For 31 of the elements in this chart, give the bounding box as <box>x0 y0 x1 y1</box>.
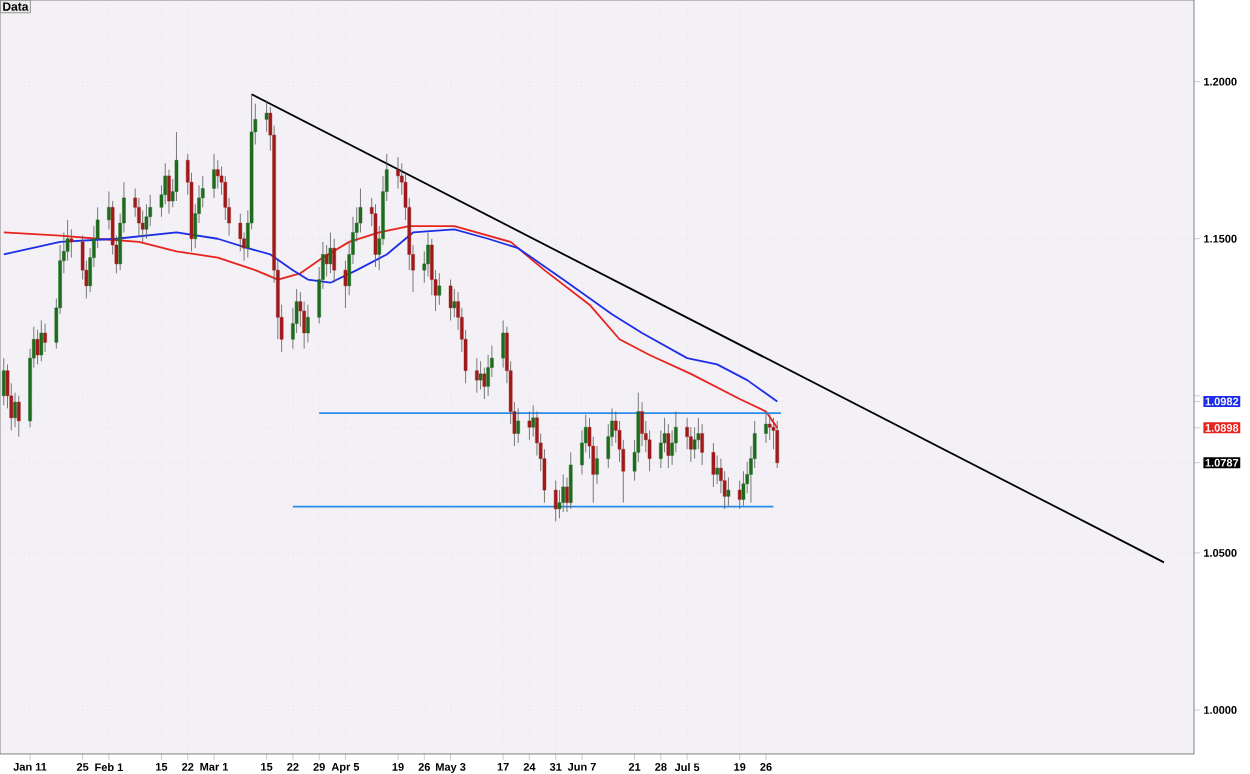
candlestick <box>39 320 44 362</box>
candlestick <box>527 411 532 441</box>
candlestick <box>306 304 310 343</box>
candlestick <box>437 272 442 306</box>
candlestick <box>332 238 336 284</box>
candlestick <box>448 279 453 321</box>
candlestick <box>486 354 490 397</box>
candlestick <box>775 420 780 469</box>
candlestick <box>764 411 768 444</box>
candlestick <box>741 470 746 507</box>
candlestick <box>167 169 171 215</box>
candlestick <box>711 442 716 488</box>
candlestick <box>692 426 697 460</box>
candlestick <box>726 477 731 507</box>
candlestick <box>700 423 704 466</box>
candlestick <box>767 414 772 441</box>
candlestick <box>553 480 558 522</box>
candlestick <box>666 423 671 469</box>
candlestick <box>69 228 74 258</box>
candlestick <box>174 131 179 202</box>
candlestick <box>516 407 520 444</box>
candlestick <box>647 429 652 472</box>
candlestick <box>689 426 693 463</box>
candlestick <box>475 357 479 394</box>
candlestick <box>396 156 400 189</box>
candlestick <box>373 203 378 268</box>
candlestick <box>43 323 47 353</box>
candlestick <box>568 451 573 510</box>
candlestick <box>144 203 149 240</box>
candlestick <box>212 153 216 199</box>
candlestick <box>17 395 21 438</box>
